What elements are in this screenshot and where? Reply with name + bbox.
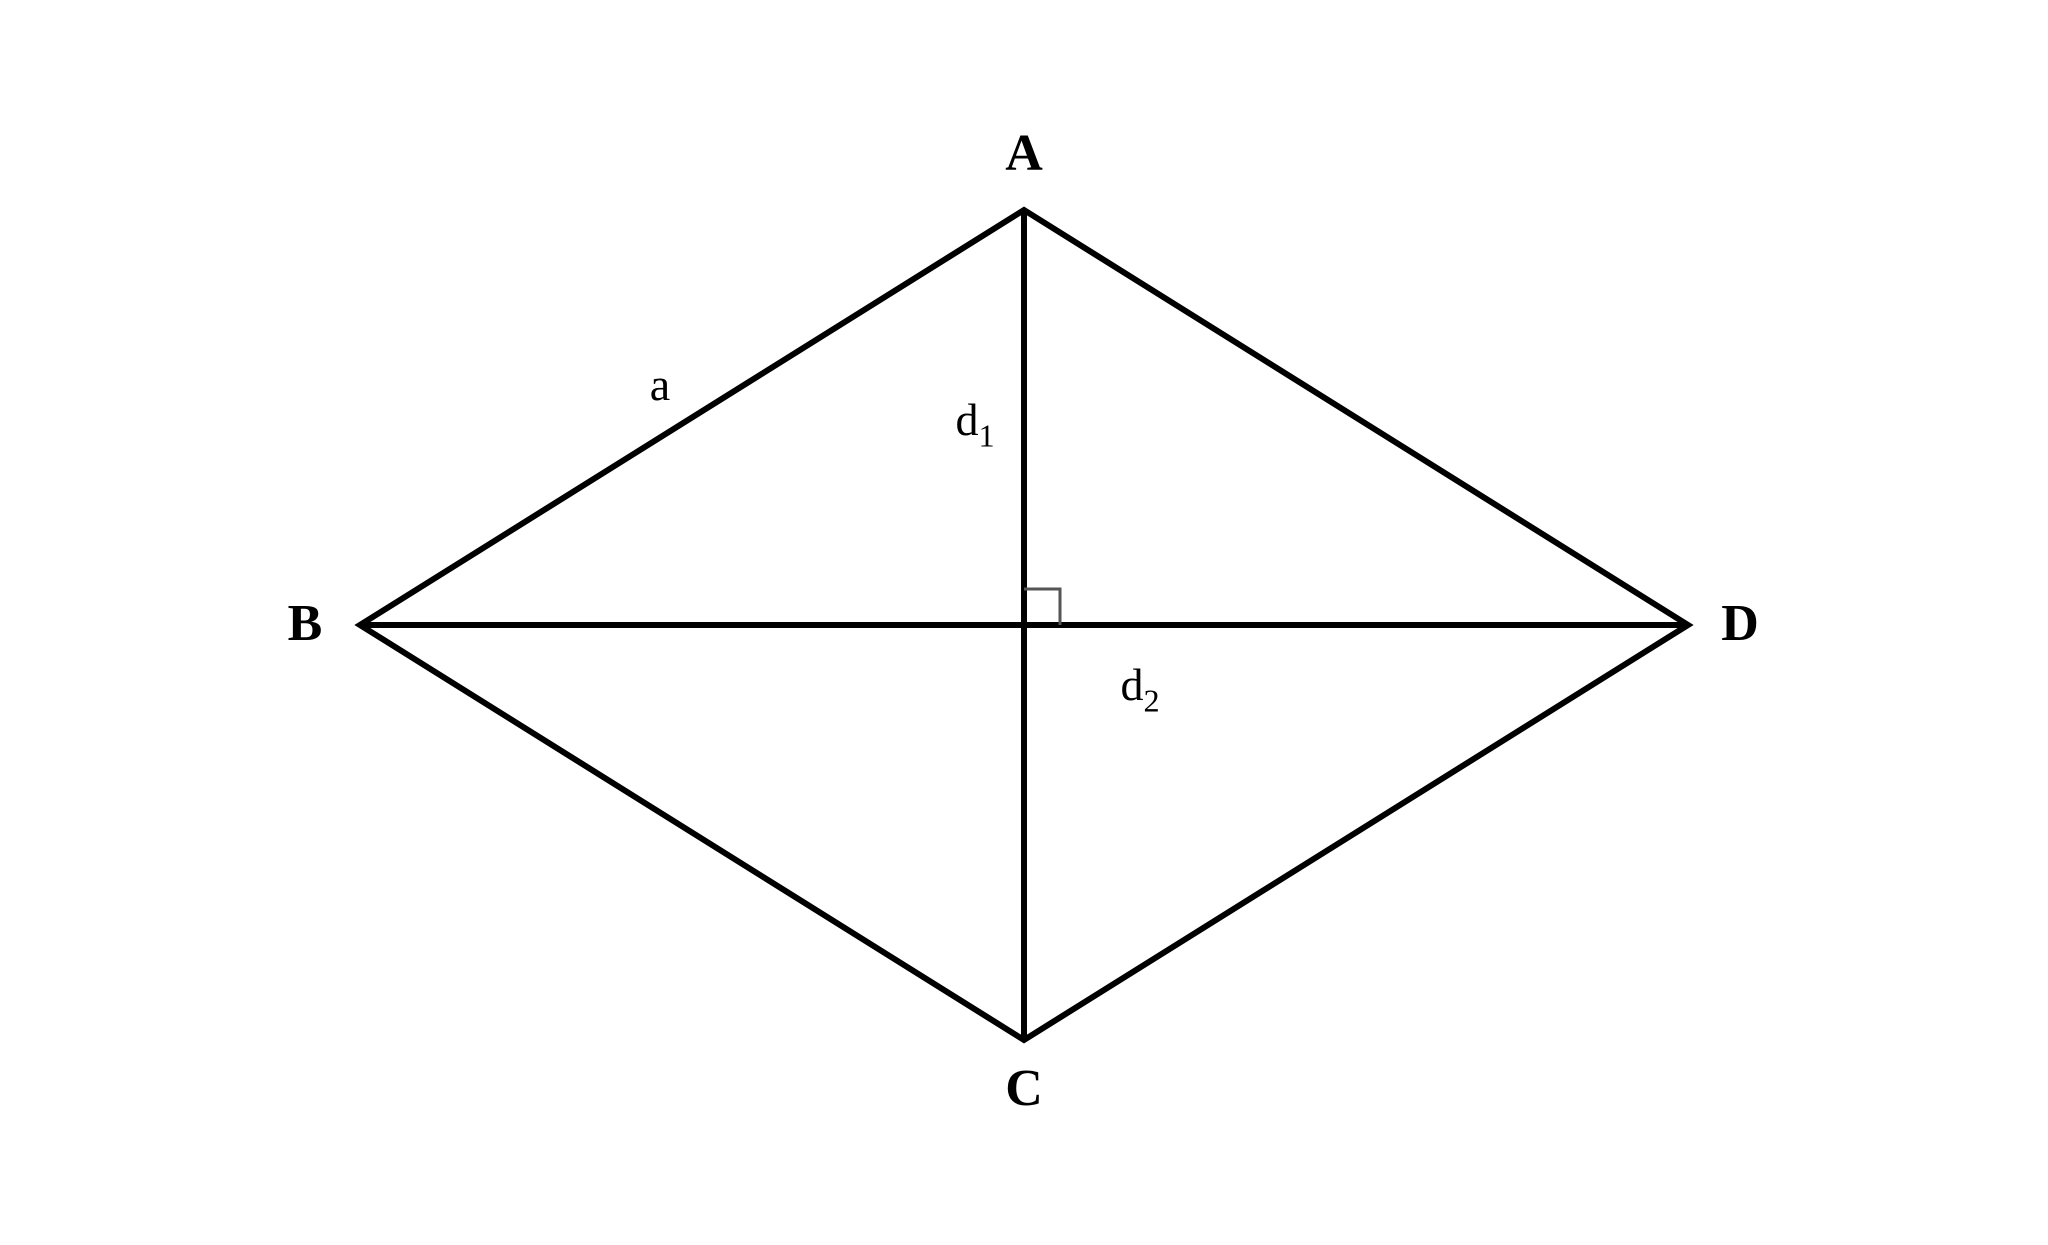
side-label-a: a xyxy=(650,359,670,410)
diagram-svg: ABCDad1d2 xyxy=(0,0,2048,1245)
vertex-label-C: C xyxy=(1005,1060,1043,1117)
rhombus-diagram: ABCDad1d2 xyxy=(0,0,2048,1245)
vertex-label-D: D xyxy=(1721,595,1759,652)
vertex-label-B: B xyxy=(288,595,323,652)
vertex-label-A: A xyxy=(1005,125,1043,182)
